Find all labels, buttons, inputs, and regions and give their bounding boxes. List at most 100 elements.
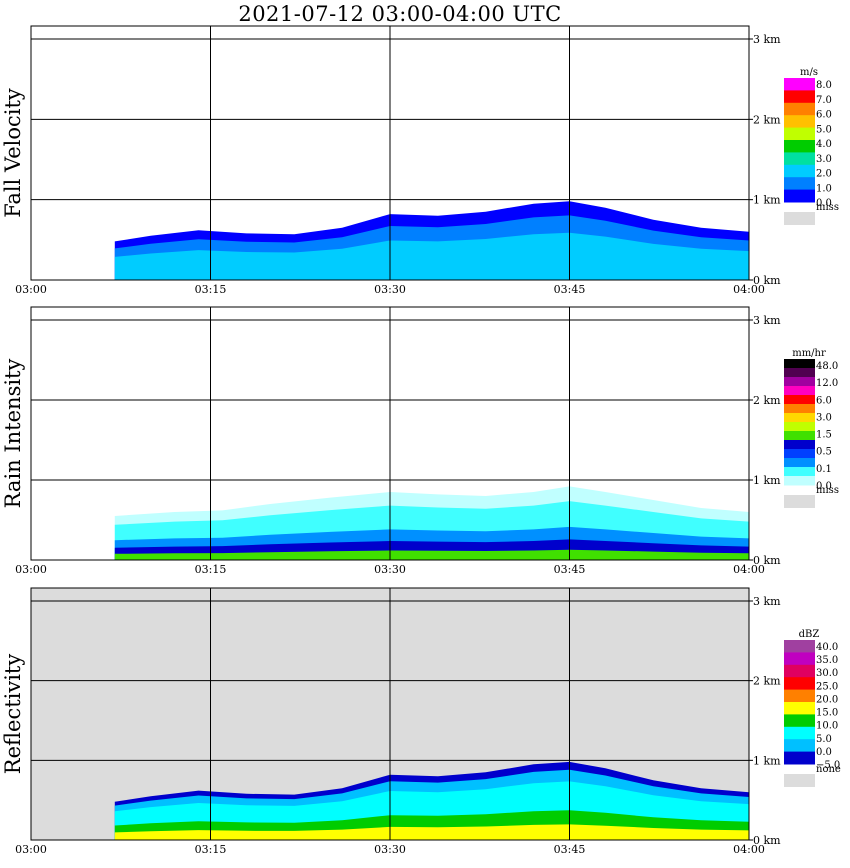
y-tick-label: 3 km <box>753 314 781 327</box>
x-tick-label: 03:30 <box>374 283 406 296</box>
legend-swatch <box>784 90 815 104</box>
legend-swatch <box>784 115 815 129</box>
legend-label: 1.5 <box>816 430 832 441</box>
y-tick-label: 2 km <box>753 113 781 126</box>
y-axis-label: Fall Velocity <box>1 88 25 218</box>
legend-label: 8.0 <box>816 80 832 91</box>
legend-swatch <box>784 189 815 203</box>
legend-unit: m/s <box>800 67 818 78</box>
panel-2: 03:00 03:15 03:30 03:45 04:000 km 1 km 2 km 3 k… <box>1 306 839 576</box>
legend-swatch <box>784 467 815 477</box>
y-tick-label: 3 km <box>753 33 781 46</box>
legend-swatch <box>784 440 815 450</box>
legend-swatch <box>784 714 815 728</box>
legend-label: 0.0 <box>816 747 832 758</box>
x-tick-label: 03:00 <box>15 843 47 856</box>
panel-1: 03:00 03:15 03:30 03:45 04:000 km 1 km 2 km 3 k… <box>1 25 839 296</box>
x-tick-label: 03:15 <box>195 563 227 576</box>
panel-3: 03:00 03:15 03:30 03:45 04:000 km 1 km 2 km 3 k… <box>1 587 841 856</box>
legend: dBZ 40.0 35.0 30.0 25.0 20.0 15.0 10.0 5.0 0.0 −5.… <box>784 629 841 787</box>
y-tick-label: 1 km <box>753 474 781 487</box>
legend-missing-swatch <box>784 774 815 787</box>
legend-swatch <box>784 664 815 678</box>
legend-swatch <box>784 652 815 666</box>
legend-swatch <box>784 164 815 178</box>
legend-label: 0.5 <box>816 447 832 458</box>
legend-label: −5.0 <box>816 760 840 771</box>
legend-label: 3.0 <box>816 412 832 423</box>
x-tick-label: 04:00 <box>733 563 765 576</box>
legend-missing-swatch <box>784 212 815 225</box>
legend-unit: mm/hr <box>792 348 826 359</box>
y-tick-label: 1 km <box>753 194 781 207</box>
y-tick-label: 1 km <box>753 754 781 767</box>
legend-label: 30.0 <box>816 668 838 679</box>
legend-label: 7.0 <box>816 95 832 106</box>
legend-swatch <box>784 152 815 166</box>
legend-label: 6.0 <box>816 395 832 406</box>
x-tick-label: 03:45 <box>554 283 586 296</box>
x-tick-label: 03:00 <box>15 563 47 576</box>
legend-swatch <box>784 386 815 396</box>
legend-swatch <box>784 726 815 740</box>
echo-band-5 <box>114 824 750 840</box>
legend-label: 40.0 <box>816 642 838 653</box>
legend-swatch <box>784 177 815 191</box>
y-tick-label: 0 km <box>753 834 781 847</box>
chart-title: 2021-07-12 03:00-04:00 UTC <box>238 2 562 26</box>
x-tick-label: 03:30 <box>374 563 406 576</box>
x-tick-label: 03:30 <box>374 843 406 856</box>
legend-swatch <box>784 377 815 387</box>
legend-label: 6.0 <box>816 110 832 121</box>
legend-swatch <box>784 449 815 459</box>
legend-swatch <box>784 413 815 423</box>
x-tick-label: 03:45 <box>554 563 586 576</box>
x-tick-label: 03:15 <box>195 843 227 856</box>
legend-label: 5.0 <box>816 734 832 745</box>
legend-swatch <box>784 368 815 378</box>
legend-label: 0.0 <box>816 198 832 209</box>
y-tick-label: 2 km <box>753 394 781 407</box>
panel-frame <box>30 25 750 281</box>
legend-label: 10.0 <box>816 721 838 732</box>
legend-swatch <box>784 422 815 432</box>
legend-label: 20.0 <box>816 694 838 705</box>
legend-label: 12.0 <box>816 378 838 389</box>
legend-label: 5.0 <box>816 124 832 135</box>
legend-swatch <box>784 677 815 691</box>
legend-swatch <box>784 751 815 765</box>
echo-band-5 <box>114 549 750 560</box>
legend-label: 48.0 <box>816 361 838 372</box>
legend-swatch <box>784 702 815 715</box>
legend-missing-label: miss <box>816 485 839 496</box>
panel-frame <box>30 306 750 561</box>
legend-swatch <box>784 431 815 441</box>
y-tick-label: 3 km <box>753 595 781 608</box>
legend-label: 4.0 <box>816 139 832 150</box>
legend-swatch <box>784 640 815 653</box>
echo-band-3 <box>114 232 750 280</box>
y-axis-label: Reflectivity <box>1 654 25 775</box>
legend-swatch <box>784 140 815 153</box>
legend-swatch <box>784 739 815 753</box>
x-tick-label: 03:00 <box>15 283 47 296</box>
legend-label: 35.0 <box>816 655 838 666</box>
x-tick-label: 04:00 <box>733 843 765 856</box>
legend-unit: dBZ <box>799 629 820 640</box>
y-tick-label: 2 km <box>753 675 781 688</box>
legend-label: 3.0 <box>816 154 832 165</box>
legend-label: 25.0 <box>816 681 838 692</box>
y-tick-label: 0 km <box>753 554 781 567</box>
legend-swatch <box>784 127 815 141</box>
x-tick-label: 03:15 <box>195 283 227 296</box>
y-tick-label: 0 km <box>753 274 781 287</box>
x-tick-label: 04:00 <box>733 283 765 296</box>
legend-label: 15.0 <box>816 708 838 719</box>
legend-label: 0.0 <box>816 481 832 492</box>
legend-swatch <box>784 395 815 405</box>
x-tick-label: 03:45 <box>554 843 586 856</box>
legend-missing-label: none <box>816 764 841 775</box>
legend-swatch <box>784 78 815 91</box>
